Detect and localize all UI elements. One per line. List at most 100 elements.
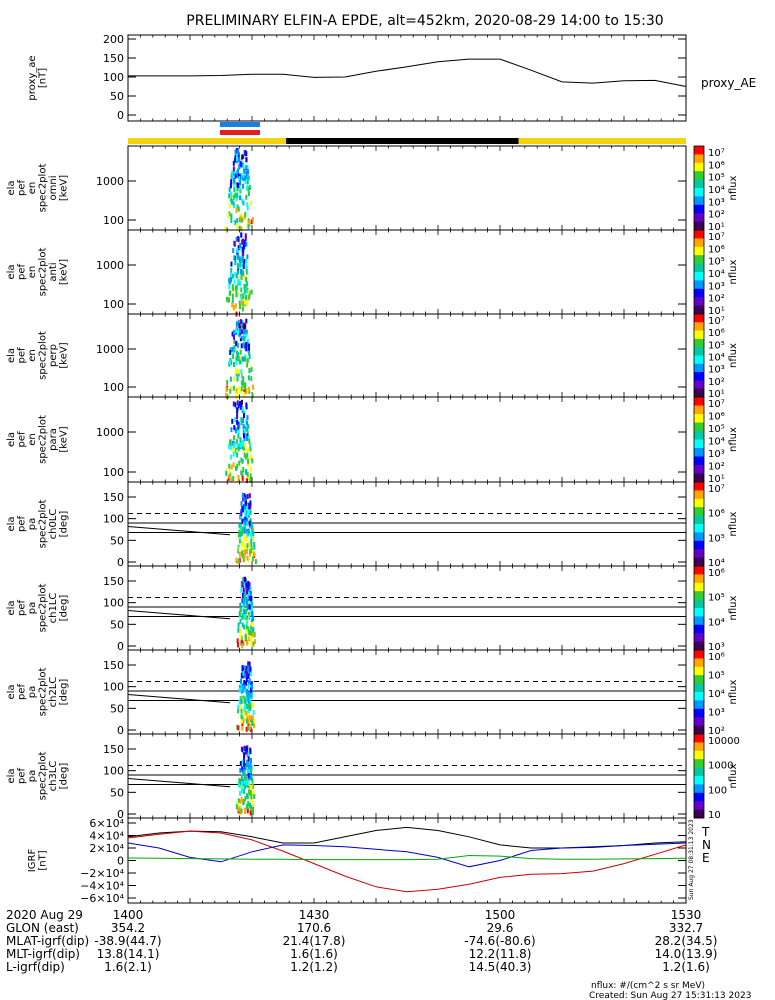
pa-ch2-pixel — [243, 687, 246, 693]
spec-perp-colorbar-label: nflux — [728, 343, 739, 368]
spec-perp-pixel — [242, 356, 245, 362]
spec-anti-pixel — [240, 300, 243, 306]
spec-omni-pixel — [230, 179, 233, 185]
spec-perp-pixel — [231, 331, 234, 337]
spec-omni-pixel — [244, 211, 247, 217]
spec-anti-pixel — [240, 262, 243, 268]
pa-ch1-ylabel-line: ch1LC — [48, 593, 59, 624]
spec-omni-pixel — [238, 156, 241, 162]
pa-ch2-pixel — [252, 715, 255, 721]
spec-perp-pixel — [239, 349, 242, 355]
pa-ch3-pixel — [250, 796, 253, 802]
pa-ch0-pixel — [249, 551, 252, 557]
spec-anti-colorbar-segment — [694, 280, 704, 290]
pa-ch3-ytick-label: 150 — [103, 743, 124, 756]
spec-perp-pixel — [247, 343, 250, 349]
spec-para-pixel — [246, 420, 249, 426]
spec-para-colorbar-segment — [694, 456, 704, 466]
pa-ch0-colorbar-segment — [694, 498, 704, 508]
pa-ch0-pixel — [243, 524, 246, 530]
spec-anti-pixel — [228, 284, 231, 290]
spec-omni-pixel — [240, 226, 243, 232]
spec-omni-ylabel-line: spec2plot — [37, 164, 48, 213]
spec-para-pixel — [246, 471, 249, 477]
pa-ch0-pixel — [238, 546, 241, 552]
pa-ch0-colorbar-segment — [694, 549, 704, 559]
pa-ch0-pixel — [235, 557, 238, 563]
pa-ch3-pixel — [253, 793, 256, 799]
spec-para-colorbar-label: nflux — [728, 427, 739, 452]
pa-ch1-pixel — [245, 614, 248, 620]
pa-ch0-pixel — [237, 532, 240, 538]
pa-ch3-pixel — [245, 780, 248, 786]
spec-anti-colorbar-tick: 10¹ — [708, 306, 725, 317]
spec-perp-pixel — [242, 335, 245, 341]
pa-ch3-pixel — [245, 793, 248, 799]
spec-anti-pixel — [243, 239, 246, 245]
spec-anti-pixel — [229, 290, 232, 296]
pa-ch2-colorbar-segment — [694, 650, 704, 659]
ephemeris-value: 29.6 — [487, 921, 514, 935]
spec-perp-pixel — [230, 385, 233, 391]
pa-ch1-colorbar-segment — [694, 616, 704, 626]
pa-ch1-pixel — [248, 604, 251, 610]
spec-perp-pixel — [245, 318, 248, 324]
spec-perp-pixel — [242, 391, 245, 397]
spec-perp-colorbar-tick: 10¹ — [708, 389, 725, 400]
pa-ch2-colorbar-tick: 10⁴ — [708, 689, 725, 700]
spec-anti-pixel — [245, 241, 248, 247]
spec-anti-colorbar-segment — [694, 263, 704, 273]
spec-para-colorbar-tick: 10² — [708, 462, 725, 473]
pa-ch3-ytick-label: 100 — [103, 765, 124, 778]
pa-ch1-colorbar-tick: 10³ — [708, 642, 725, 653]
pa-ch2-colorbar-segment — [694, 717, 704, 727]
pa-ch0-pixel — [250, 539, 253, 545]
ephemeris-value: 12.2(11.8) — [469, 947, 532, 961]
proxy-ae-ytick-label: 50 — [110, 90, 124, 103]
pa-ch2-pixel — [244, 703, 247, 709]
spec-para-pixel — [230, 464, 233, 470]
pa-ch3-pixel — [249, 790, 252, 796]
pa-ch2-colorbar-segment — [694, 683, 704, 693]
pa-ch2-pixel — [244, 699, 247, 705]
pa-ch2-pixel — [243, 665, 246, 671]
spec-anti-colorbar-label: nflux — [728, 259, 739, 284]
pa-ch1-pixel — [250, 630, 253, 636]
pa-ch1-colorbar-segment — [694, 591, 704, 601]
pa-ch3-colorbar-frame — [693, 733, 705, 819]
spec-anti-pixel — [238, 304, 241, 310]
spec-anti-pixel — [245, 301, 248, 307]
proxy-ae-ylabel-line: [nT] — [37, 68, 48, 88]
spec-para-pixel — [236, 411, 239, 417]
spec-perp-colorbar-tick: 10³ — [708, 365, 725, 376]
pa-ch1-pixel — [252, 632, 255, 638]
pa-ch0-colorbar-segment — [694, 490, 704, 500]
pa-ch2-pixel — [249, 687, 252, 693]
spec-omni-pixel — [237, 182, 240, 188]
pa-ch3-pixel — [243, 788, 246, 794]
spec-omni-colorbar-segment — [694, 154, 704, 164]
pa-ch0-pixel — [243, 528, 246, 534]
pa-ch2-pixel — [243, 673, 246, 679]
spec-perp-pixel — [236, 356, 239, 362]
pa-ch2-colorbar-tick: 10² — [708, 726, 725, 737]
spec-omni-pixel — [230, 199, 233, 205]
pa-ch3-pixel — [242, 768, 245, 774]
spec-para-pixel — [239, 400, 242, 406]
spec-omni-pixel — [234, 157, 237, 163]
spec-perp-pixel — [232, 362, 235, 368]
pa-ch2-pixel — [245, 665, 248, 671]
spec-para-colorbar-segment — [694, 422, 704, 432]
pa-ch1-pixel — [239, 628, 242, 634]
pa-ch1-ylabel-line: spec2plot — [37, 584, 48, 633]
pa-ch1-ylabel-line: pef — [16, 600, 27, 617]
spec-perp-pixel — [235, 327, 238, 333]
pa-ch3-pixel — [245, 776, 248, 782]
pa-ch1-pixel — [242, 640, 245, 646]
science-zone-bar-blue — [220, 122, 260, 127]
pa-ch3-pixel — [240, 781, 243, 787]
spec-omni-colorbar-tick: 10⁵ — [708, 173, 725, 184]
pa-ch3-pixel — [244, 795, 247, 801]
pa-ch1-pixel — [243, 614, 246, 620]
spec-omni-pixel — [236, 158, 239, 164]
